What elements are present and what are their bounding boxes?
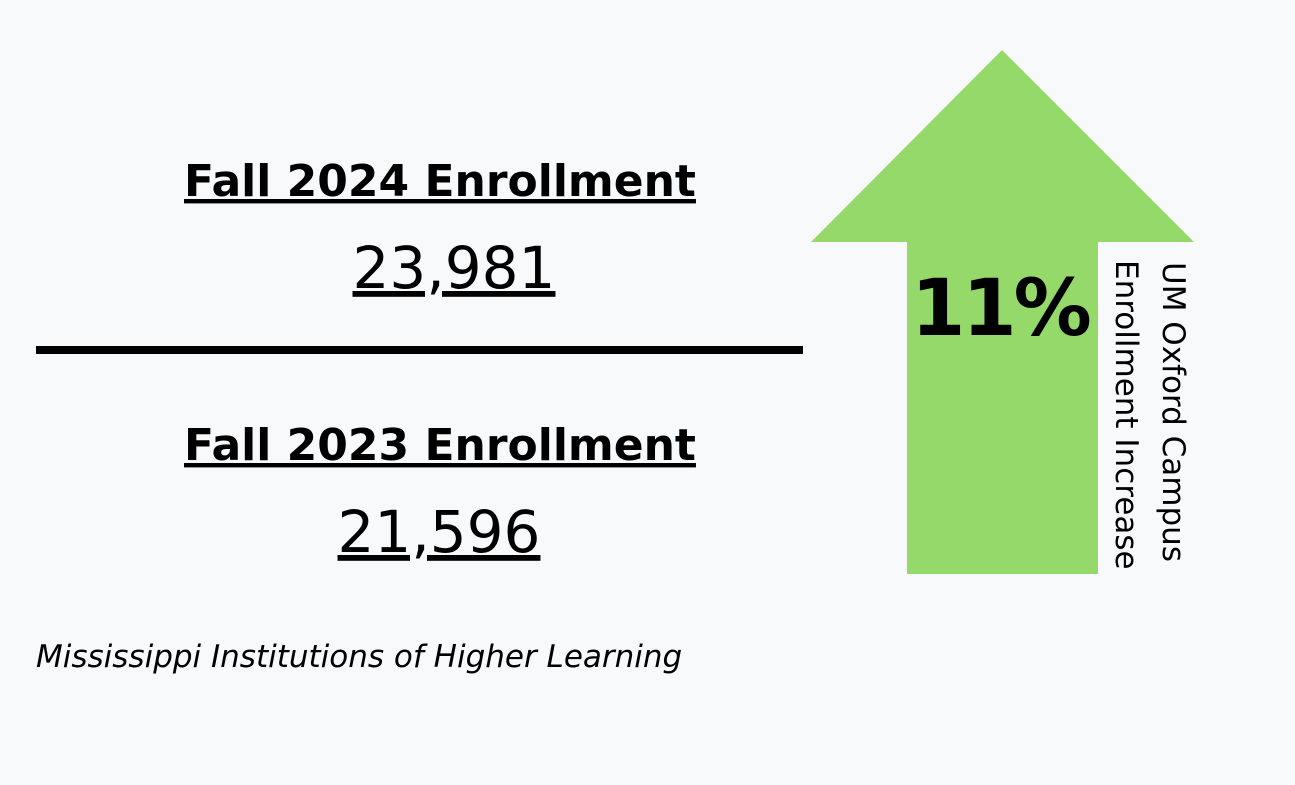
current-heading: Fall 2024 Enrollment	[184, 156, 696, 207]
up-arrow	[811, 50, 1194, 574]
current-value: 23,981	[353, 234, 556, 302]
caption-line: UM Oxford Campus	[1155, 262, 1191, 562]
previous-value: 21,596	[338, 498, 541, 566]
caption-line: Enrollment Increase	[1108, 260, 1144, 570]
divider	[36, 346, 803, 354]
percent-increase: 11%	[911, 264, 1090, 354]
previous-heading: Fall 2023 Enrollment	[184, 420, 696, 471]
source: Mississippi Institutions of Higher Learn…	[36, 639, 682, 675]
